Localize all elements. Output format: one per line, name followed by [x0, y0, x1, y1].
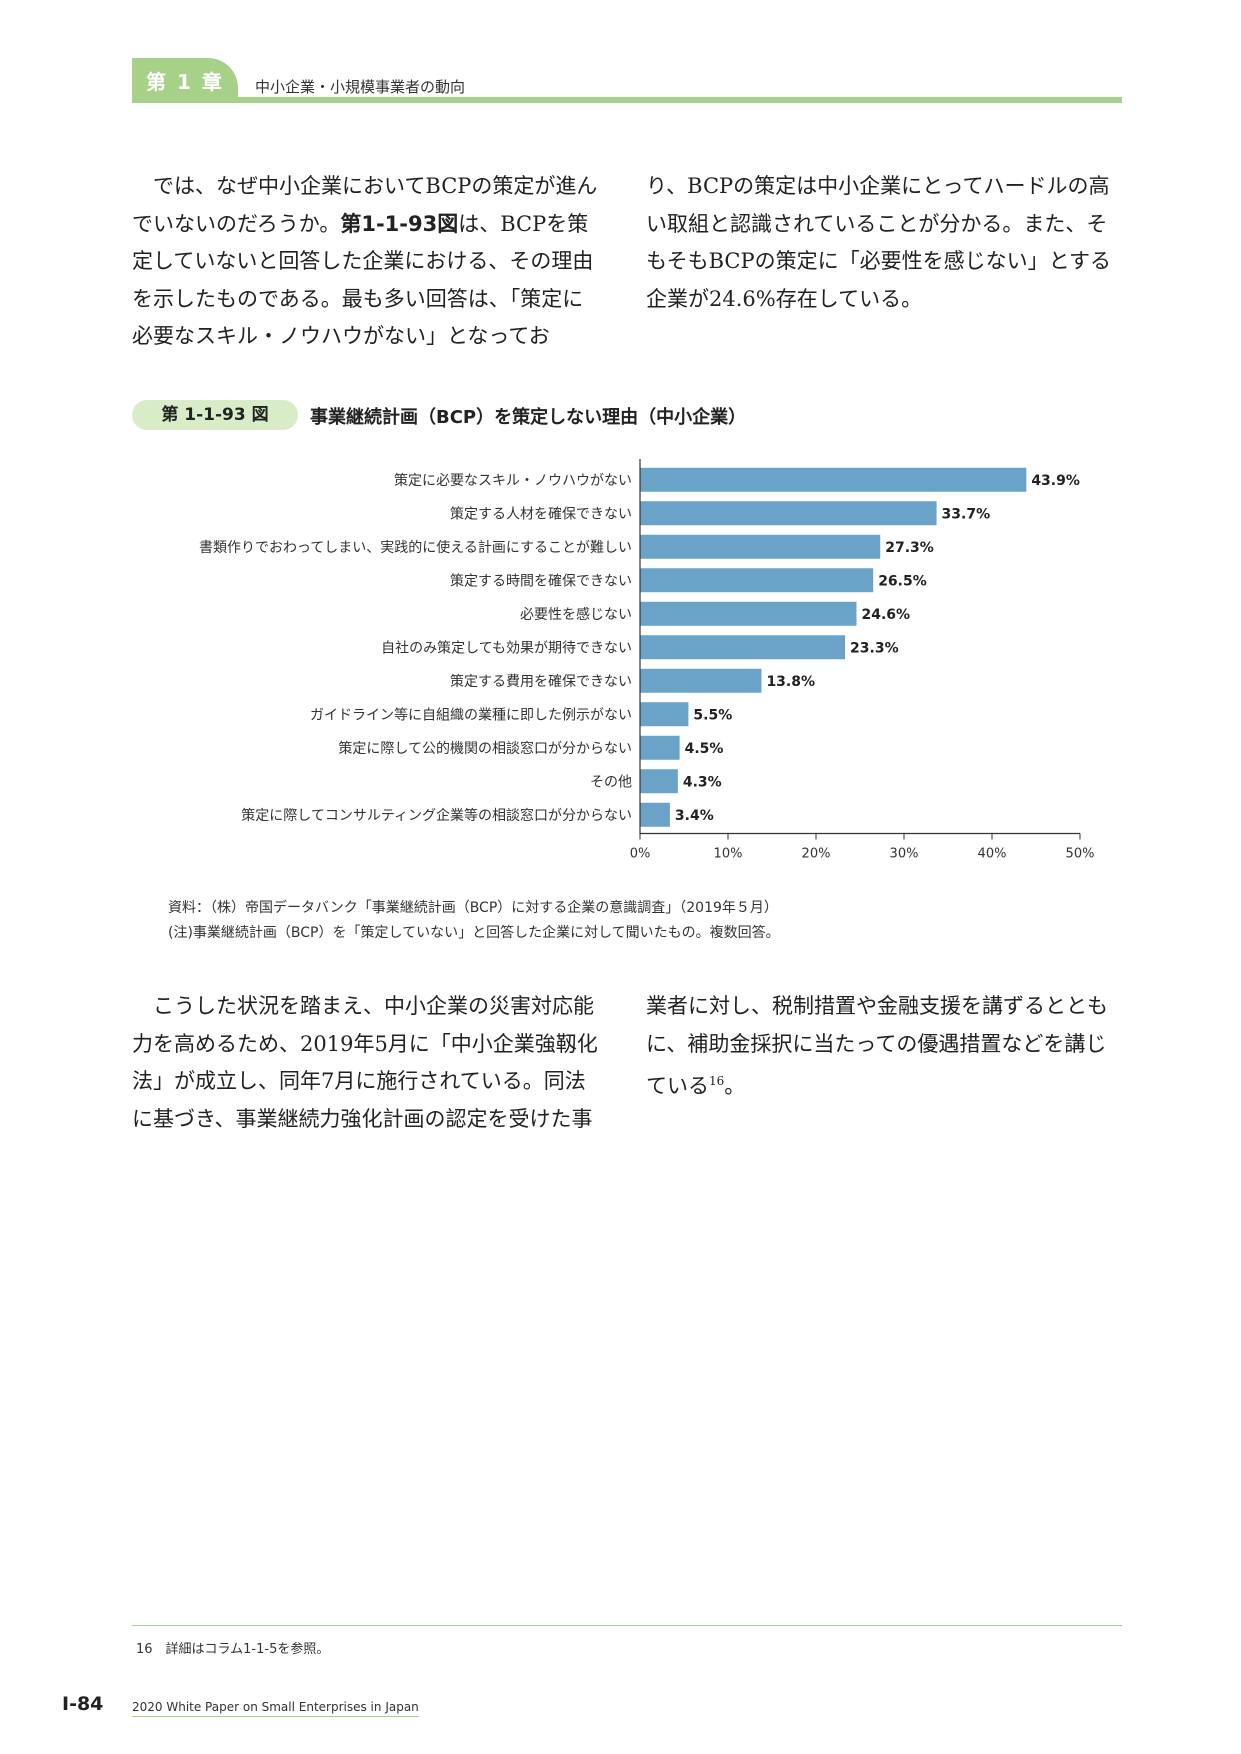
data-label: 23.3% — [850, 640, 899, 656]
closing-left-text: こうした状況を踏まえ、中小企業の災害対応能力を高めるため、2019年5月に「中小… — [132, 994, 598, 1131]
data-label: 26.5% — [878, 573, 927, 589]
data-label: 24.6% — [861, 607, 910, 623]
closing-left-column: こうした状況を踏まえ、中小企業の災害対応能力を高めるため、2019年5月に「中小… — [132, 988, 602, 1138]
bar — [640, 501, 937, 526]
publication-title: 2020 White Paper on Small Enterprises in… — [132, 1700, 419, 1717]
data-label: 4.3% — [683, 774, 722, 790]
intro-left-b: は、BCPを策定していないと回答した企業における、その理由を示したものである。最… — [132, 211, 594, 349]
footnote-rule — [132, 1625, 1122, 1626]
category-label: 策定に必要なスキル・ノウハウがない — [394, 472, 632, 489]
figure-reference: 第1-1-93図 — [340, 211, 459, 236]
bar — [640, 601, 857, 626]
category-label: 必要性を感じない — [520, 606, 632, 623]
closing-right-text: 業者に対し、税制措置や金融支援を講ずるとともに、補助金採択に当たっての優遇措置な… — [646, 994, 1108, 1098]
footnote-marker[interactable]: 16 — [709, 1074, 725, 1088]
bar — [640, 534, 881, 559]
survey-note: (注)事業継続計画（BCP）を「策定していない」と回答した企業に対して聞いたもの… — [168, 925, 780, 941]
data-label: 5.5% — [693, 707, 732, 723]
chapter-title: 中小企業・小規模事業者の動向 — [255, 78, 466, 96]
closing-right-column: 業者に対し、税制措置や金融支援を講ずるとともに、補助金採択に当たっての優遇措置な… — [646, 988, 1116, 1106]
page-number: Ⅰ-84 — [62, 1693, 104, 1715]
category-label: 策定する人材を確保できない — [450, 505, 632, 522]
category-label: その他 — [590, 774, 632, 790]
bar — [640, 702, 689, 727]
intro-left-column: では、なぜ中小企業においてBCPの策定が進んでいないのだろうか。第1-1-93図… — [132, 168, 602, 356]
x-tick-label: 0% — [630, 847, 651, 862]
category-label: 策定する費用を確保できない — [450, 673, 632, 690]
chapter-tab: 第 1 章 — [132, 58, 238, 102]
data-label: 4.5% — [685, 741, 724, 757]
data-label: 13.8% — [766, 674, 815, 690]
x-tick-label: 20% — [802, 847, 831, 862]
x-tick-label: 30% — [890, 847, 919, 862]
category-label: 自社のみ策定しても効果が期待できない — [381, 639, 632, 656]
bar — [640, 635, 846, 660]
intro-right-column: り、BCPの策定は中小企業にとってハードルの高い取組と認識されていることが分かる… — [646, 174, 1111, 311]
category-label: 書類作りでおわってしまい、実践的に使える計画にすることが難しい — [199, 539, 632, 556]
header-rule — [132, 97, 1122, 103]
data-label: 3.4% — [675, 808, 714, 824]
x-tick-label: 10% — [714, 847, 743, 862]
data-label: 33.7% — [942, 506, 991, 522]
figure-badge: 第 1-1-93 図 — [132, 400, 298, 430]
bar — [640, 769, 678, 794]
bar — [640, 668, 762, 693]
closing-right-end: 。 — [724, 1074, 746, 1098]
footnote: 16 詳細はコラム1-1-5を参照。 — [136, 1642, 330, 1657]
figure-title: 事業継続計画（BCP）を策定しない理由（中小企業） — [310, 407, 747, 428]
intro-left-a: では、なぜ中小企業においてBCPの策定が進んでいないのだろうか。 — [132, 174, 598, 236]
source-note: 資料：（株）帝国データバンク「事業継続計画（BCP）に対する企業の意識調査」（2… — [168, 900, 778, 916]
category-label: 策定する時間を確保できない — [450, 572, 632, 589]
x-tick-label: 50% — [1066, 847, 1095, 862]
x-tick-label: 40% — [978, 847, 1007, 862]
data-label: 27.3% — [885, 540, 934, 556]
bar — [640, 467, 1027, 492]
data-label: 43.9% — [1031, 473, 1080, 489]
category-label: 策定に際してコンサルティング企業等の相談窓口が分からない — [241, 807, 632, 824]
bar-chart: 策定に必要なスキル・ノウハウがない 43.9% 策定する人材を確保できない 33.7%… — [199, 459, 1095, 862]
category-label: 策定に際して公的機関の相談窓口が分からない — [338, 740, 632, 757]
bar — [640, 568, 874, 593]
category-label: ガイドライン等に自組織の業種に即した例示がない — [310, 706, 632, 723]
bar — [640, 802, 670, 827]
bar — [640, 735, 680, 760]
